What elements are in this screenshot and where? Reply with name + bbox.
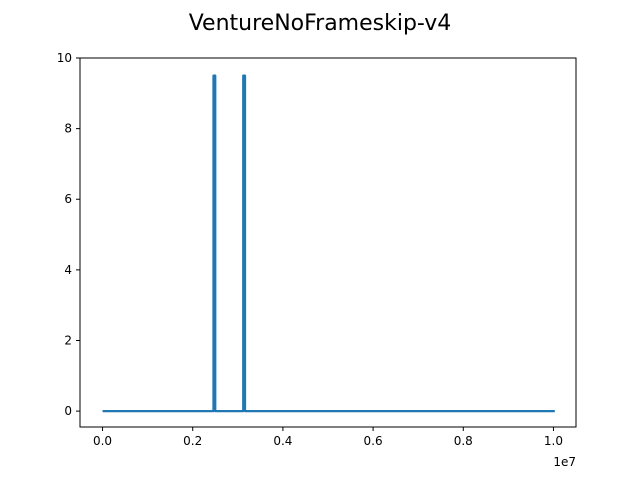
plot-area: [79, 57, 577, 428]
y-tick-label: 0: [64, 404, 72, 418]
y-tick-label: 4: [64, 263, 72, 277]
series-line-0: [102, 74, 555, 413]
plot-frame: [79, 57, 577, 428]
x-tick-label: 0.0: [93, 434, 112, 448]
x-axis-offset-label: 1e7: [553, 455, 576, 469]
x-tick-label: 0.2: [183, 434, 202, 448]
x-axis: 0.0 0.2 0.4 0.6 0.8 1.0: [93, 427, 563, 448]
x-tick-label: 0.6: [364, 434, 383, 448]
x-tick-label: 0.8: [454, 434, 473, 448]
y-tick-label: 8: [64, 122, 72, 136]
chart-title: VentureNoFrameskip-v4: [189, 11, 452, 36]
y-tick-label: 6: [64, 192, 72, 206]
x-tick-label: 1.0: [544, 434, 563, 448]
x-tick-label: 0.4: [273, 434, 292, 448]
y-tick-label: 2: [64, 333, 72, 347]
y-axis: 0 2 4 6 8 10: [57, 51, 80, 418]
y-tick-label: 10: [57, 51, 72, 65]
